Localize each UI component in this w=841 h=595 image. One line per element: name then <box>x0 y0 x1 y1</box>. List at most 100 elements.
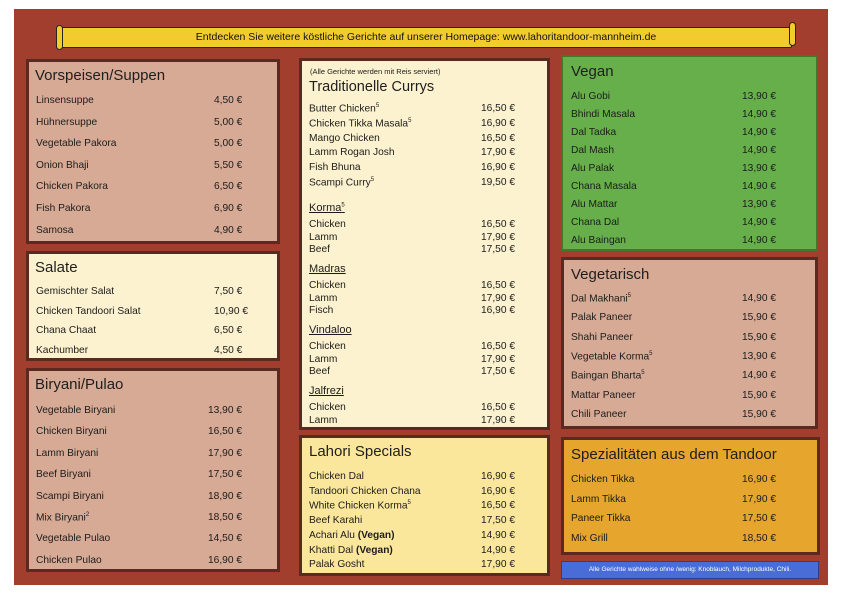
menu-item-price: 17,90 € <box>481 353 515 365</box>
menu-item-name: White Chicken Korma5 <box>309 500 411 512</box>
menu-item-name: Khatti Dal (Vegan) <box>309 544 393 556</box>
vorspeisen-panel: Vorspeisen/Suppen Linsensuppe 4,50 € Hühne… <box>26 59 280 244</box>
menu-item-name: Lamm <box>309 353 338 365</box>
menu-item-name: Achari Alu (Vegan) <box>309 529 395 541</box>
menu-item-name: Beef Biryani <box>36 469 91 481</box>
vegan-title: Vegan <box>571 63 614 80</box>
menu-item-name: Lamm <box>309 414 338 426</box>
menu-item-name: Baingan Bharta5 <box>571 370 645 382</box>
menu-item-name: Mix Biryani2 <box>36 512 90 524</box>
menu-item-price: 16,90 € <box>481 117 515 129</box>
menu-item-price: 14,90 € <box>742 109 776 120</box>
menu-item-name: Onion Bhaji <box>36 159 89 171</box>
menu-item-price: 19,50 € <box>481 177 515 188</box>
menu-item-name: Beef <box>309 366 330 378</box>
menu-item-price: 6,50 € <box>214 181 243 193</box>
menu-item-name: Scampi Curry5 <box>309 177 375 189</box>
menu-item-price: 16,90 € <box>481 305 515 317</box>
menu-item-price: 17,90 € <box>481 414 515 426</box>
menu-item-name: Alu Palak <box>571 163 615 174</box>
menu-item-name: Bhindi Masala <box>571 109 635 120</box>
menu-item-price: 16,50 € <box>481 402 515 413</box>
menu-item-name: Paneer Tikka <box>571 513 631 525</box>
scroll-curl-right <box>789 22 796 46</box>
salate-title: Salate <box>35 259 78 276</box>
banner-text: Entdecken Sie weitere köstliche Gerichte… <box>195 31 657 43</box>
vegetarisch-title: Vegetarisch <box>571 266 650 283</box>
lahori-panel: Lahori Specials Chicken Dal 16,90 € Tandoo… <box>299 435 550 576</box>
menu-item-price: 13,90 € <box>742 350 776 362</box>
menu-item-name: Scampi Biryani <box>36 490 104 502</box>
menu-item-name: Alu Baingan <box>571 235 626 246</box>
menu-item-name: Chicken <box>309 402 346 413</box>
menu-item-name: Lamm Biryani <box>36 447 99 459</box>
menu-item-price: 13,90 € <box>742 163 776 174</box>
menu-item-price: 4,90 € <box>214 224 243 236</box>
menu-item-price: 14,90 € <box>742 181 776 192</box>
menu-item-name: Mattar Paneer <box>571 389 636 401</box>
menu-item-name: Lamm Tikka <box>571 493 626 505</box>
menu-item-name: Chana Chaat <box>36 325 97 337</box>
menu-item-price: 18,50 € <box>208 512 242 523</box>
menu-item-name: Mix Grill <box>571 532 608 544</box>
menu-item-name: Chicken Tikka <box>571 474 635 485</box>
menu-item-price: 17,50 € <box>481 366 515 378</box>
menu-item-price: 16,90 € <box>208 554 242 566</box>
menu-item-price: 15,90 € <box>742 389 776 401</box>
menu-item-price: 4,50 € <box>214 95 243 106</box>
menu-item-price: 14,90 € <box>742 293 776 304</box>
menu-item-price: 17,90 € <box>481 147 515 159</box>
menu-item-name: Vegetable Biryani <box>36 405 116 416</box>
menu-item-price: 14,90 € <box>481 529 515 541</box>
menu-item-price: 15,90 € <box>742 331 776 343</box>
menu-item-price: 16,50 € <box>208 426 242 438</box>
menu-item-name: Chicken Dal <box>309 471 364 482</box>
menu-item-price: 14,90 € <box>742 145 776 156</box>
menu-item-price: 14,90 € <box>742 235 776 246</box>
menu-item-price: 16,90 € <box>742 474 776 485</box>
menu-item-price: 17,90 € <box>208 447 242 459</box>
scroll-curl-left <box>56 25 63 50</box>
menu-item-name: Vegetable Korma5 <box>571 350 653 363</box>
menu-item-price: 17,50 € <box>481 515 515 527</box>
menu-item-price: 15,90 € <box>742 312 776 324</box>
menu-item-price: 17,90 € <box>481 231 515 243</box>
menu-item-name: Chili Paneer <box>571 408 627 420</box>
menu-item-price: 16,50 € <box>481 219 515 230</box>
menu-item-price: 18,50 € <box>742 532 776 544</box>
menu-item-price: 14,90 € <box>742 127 776 138</box>
menu-item-name: Dal Makhani5 <box>571 293 631 305</box>
menu-item-name: Chicken <box>309 219 346 230</box>
menu-item-price: 7,50 € <box>214 286 243 297</box>
korma-heading: Korma5 <box>309 202 345 214</box>
menu-item-name: Tandoori Chicken Chana <box>309 485 421 497</box>
menu-item-name: Beef <box>309 244 330 256</box>
menu-item-name: Fish Bhuna <box>309 162 361 174</box>
menu-item-price: 16,50 € <box>481 341 515 352</box>
menu-item-price: 16,90 € <box>481 162 515 174</box>
menu-item-price: 6,50 € <box>214 325 243 337</box>
menu-item-name: Samosa <box>36 224 74 236</box>
menu-item-name: Chicken Biryani <box>36 426 107 438</box>
menu-item-name: Lamm <box>309 231 338 243</box>
menu-item-name: Lamm Rogan Josh <box>309 147 395 159</box>
menu-item-name: Chicken <box>309 280 346 291</box>
currys-panel: (Alle Gerichte werden mit Reis serviert)… <box>299 58 550 430</box>
menu-item-name: Chicken Pulao <box>36 554 102 566</box>
menu-item-price: 5,50 € <box>214 159 243 171</box>
menu-item-name: Kachumber <box>36 345 89 357</box>
menu-item-price: 14,50 € <box>208 533 242 545</box>
menu-item-name: Chicken <box>309 341 346 352</box>
menu-item-name: Chana Dal <box>571 217 620 228</box>
vegan-panel: Vegan Alu Gobi 13,90 € Bhindi Masala 14,90 … <box>561 55 818 251</box>
menu-item-price: 14,90 € <box>742 370 776 382</box>
menu-item-name: Butter Chicken5 <box>309 103 380 115</box>
menu-item-price: 13,90 € <box>742 199 776 210</box>
menu-item-name: Linsensuppe <box>36 95 94 106</box>
menu-item-price: 16,50 € <box>481 132 515 144</box>
menu-item-price: 18,90 € <box>208 490 242 502</box>
menu-item-price: 6,90 € <box>214 203 243 214</box>
menu-item-price: 16,90 € <box>481 485 515 497</box>
homepage-banner: Entdecken Sie weitere köstliche Gerichte… <box>56 22 796 50</box>
currys-title: Traditionelle Currys <box>309 79 435 95</box>
